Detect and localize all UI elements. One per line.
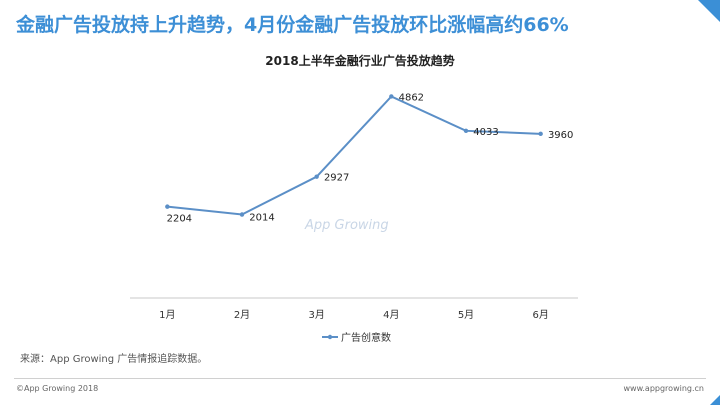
watermark: App Growing bbox=[305, 218, 389, 233]
series-line bbox=[167, 95, 541, 216]
data-label: 2204 bbox=[167, 214, 192, 225]
data-point bbox=[239, 212, 245, 217]
legend-marker bbox=[327, 334, 333, 340]
x-tick-label: 3月 bbox=[308, 309, 324, 321]
website: www.appgrowing.cn bbox=[623, 384, 704, 393]
x-tick-label: 2月 bbox=[234, 309, 250, 321]
corner-decoration bbox=[698, 0, 720, 22]
data-label: 4862 bbox=[399, 92, 424, 103]
footer-divider bbox=[14, 378, 706, 379]
data-point bbox=[165, 204, 170, 209]
x-tick-label: 6月 bbox=[532, 309, 548, 321]
slide-title: 金融广告投放持上升趋势，4月份金融广告投放环比涨幅高约66% bbox=[16, 14, 569, 36]
data-label: 4033 bbox=[473, 127, 498, 138]
legend-label: 广告创意数 bbox=[341, 331, 391, 344]
data-point bbox=[389, 94, 394, 99]
x-tick-label: 1月 bbox=[159, 309, 175, 321]
data-point bbox=[314, 174, 319, 179]
corner-decoration-bottom bbox=[710, 395, 720, 405]
x-tick-label: 4月 bbox=[383, 309, 399, 321]
data-point bbox=[538, 131, 543, 137]
source-note: 来源：App Growing 广告情报追踪数据。 bbox=[20, 354, 208, 365]
data-label: 2014 bbox=[249, 213, 274, 224]
data-label: 3960 bbox=[548, 130, 573, 141]
x-tick-label: 5月 bbox=[458, 309, 474, 321]
copyright: ©App Growing 2018 bbox=[16, 384, 99, 393]
data-label: 2927 bbox=[324, 173, 349, 184]
data-point bbox=[463, 128, 469, 134]
chart-title: 2018上半年金融行业广告投放趋势 bbox=[265, 54, 455, 68]
